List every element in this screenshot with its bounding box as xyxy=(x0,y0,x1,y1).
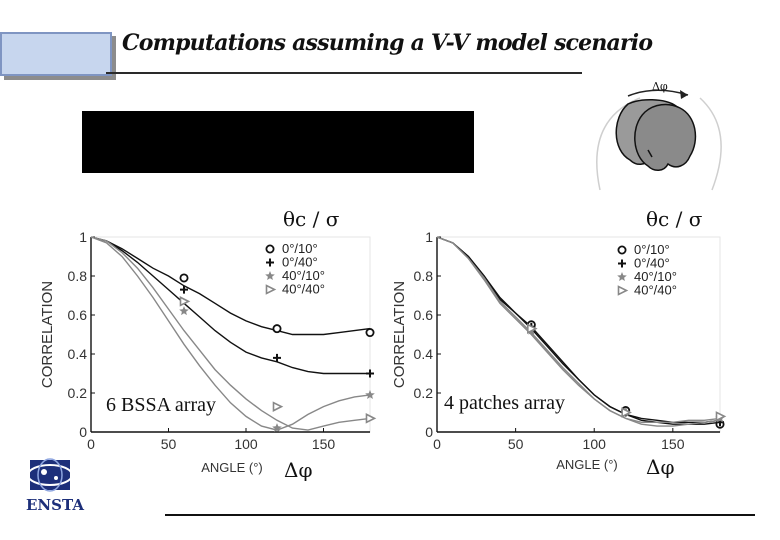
x-tick-label: 150 xyxy=(312,436,336,452)
x-tick-label: 100 xyxy=(583,436,607,452)
legend-marker xyxy=(265,244,275,254)
series-3 xyxy=(90,236,375,433)
y-tick-label: 0.2 xyxy=(414,385,434,401)
annotation-left: 6 BSSA array xyxy=(104,394,218,417)
y-tick-label: 1 xyxy=(79,229,87,245)
legend-entry: 0°/10° xyxy=(282,241,318,256)
series-4 xyxy=(436,236,727,423)
x-tick-label: 100 xyxy=(234,436,258,452)
y-tick-label: 0.4 xyxy=(68,346,88,362)
title-underline xyxy=(106,72,582,74)
diagram-arc-right xyxy=(699,97,722,191)
legend-entry: 40°/40° xyxy=(634,283,677,298)
data-point xyxy=(621,407,632,418)
dphi-label-right: Δφ xyxy=(646,455,675,479)
series-2 xyxy=(90,236,374,378)
page-title: Computations assuming a V-V model scenar… xyxy=(122,30,653,56)
legend-marker xyxy=(617,272,627,281)
series-line xyxy=(436,236,721,427)
x-axis-label: ANGLE (°) xyxy=(201,460,263,475)
data-point xyxy=(365,389,375,399)
x-tick-label: 0 xyxy=(433,436,441,452)
series-1 xyxy=(90,236,375,338)
x-tick-label: 150 xyxy=(661,436,685,452)
legend-entry: 0°/40° xyxy=(634,256,670,271)
data-point xyxy=(179,306,189,316)
y-tick-label: 0.6 xyxy=(414,307,434,323)
x-tick-label: 0 xyxy=(87,436,95,452)
data-point xyxy=(179,273,189,283)
bottom-rule xyxy=(165,514,755,516)
legend-entry: 0°/40° xyxy=(282,255,318,270)
legend-marker xyxy=(618,259,626,268)
y-axis-label: CORRELATION xyxy=(391,281,408,388)
data-point xyxy=(365,328,375,338)
logo-icon: ENSTA xyxy=(26,458,84,514)
y-axis-label: CORRELATION xyxy=(39,281,56,388)
ensta-logo: ENSTA xyxy=(20,458,86,514)
series-line xyxy=(90,236,371,431)
theta-label-right: θc / σ xyxy=(646,207,703,231)
legend-entry: 40°/10° xyxy=(634,269,677,284)
data-point xyxy=(715,411,727,422)
y-tick-label: 0 xyxy=(425,424,433,440)
series-4 xyxy=(90,236,377,431)
dphi-label-left: Δφ xyxy=(284,458,313,482)
legend-entry: 0°/10° xyxy=(634,242,670,257)
y-tick-label: 0.4 xyxy=(414,346,434,362)
series-line xyxy=(90,236,371,431)
data-point xyxy=(366,369,374,378)
legend-marker xyxy=(617,245,627,255)
y-tick-label: 0.2 xyxy=(68,385,88,401)
legend: 0°/10°0°/40°40°/10°40°/40° xyxy=(265,241,325,297)
black-banner xyxy=(82,111,474,173)
data-point xyxy=(272,423,282,433)
y-tick-label: 0 xyxy=(79,424,87,440)
y-tick-label: 0.8 xyxy=(68,268,88,284)
legend-entry: 40°/10° xyxy=(282,268,325,283)
annotation-right: 4 patches array xyxy=(442,392,568,415)
series-line xyxy=(436,236,721,423)
plot-area: 0 50 100 150 0 0.2 0.4 0.6 0.8 1 ANGLE (°) CORRELAT… xyxy=(391,229,727,472)
series-line xyxy=(90,236,370,375)
legend-marker xyxy=(265,271,275,280)
y-tick-label: 0.8 xyxy=(414,268,434,284)
data-point xyxy=(179,296,191,307)
legend-marker xyxy=(617,285,629,296)
series-line xyxy=(90,236,371,336)
legend-marker xyxy=(265,284,277,295)
legend: 0°/10°0°/40°40°/10°40°/40° xyxy=(617,242,677,298)
x-tick-label: 50 xyxy=(161,436,177,452)
x-axis-label: ANGLE (°) xyxy=(556,457,618,472)
legend-entry: 40°/40° xyxy=(282,282,325,297)
data-point xyxy=(365,413,377,424)
x-tick-label: 50 xyxy=(508,436,524,452)
data-point xyxy=(273,353,281,362)
theta-label-left: θc / σ xyxy=(283,207,340,231)
data-point xyxy=(180,285,188,294)
y-tick-label: 1 xyxy=(425,229,433,245)
data-point xyxy=(527,323,538,334)
data-point xyxy=(272,324,282,334)
diagram-label: Δφ xyxy=(652,80,668,93)
antenna-feed xyxy=(647,149,653,158)
plot-area: 0 50 100 150 0 0.2 0.4 0.6 0.8 1 ANGLE (°) CORRELAT… xyxy=(39,229,377,475)
rotation-arrow-head xyxy=(680,90,688,99)
legend-marker xyxy=(266,258,274,267)
data-point xyxy=(272,401,284,412)
y-tick-label: 0.6 xyxy=(68,307,88,323)
svg-text:ENSTA: ENSTA xyxy=(26,496,84,514)
title-accent-box xyxy=(0,32,112,76)
